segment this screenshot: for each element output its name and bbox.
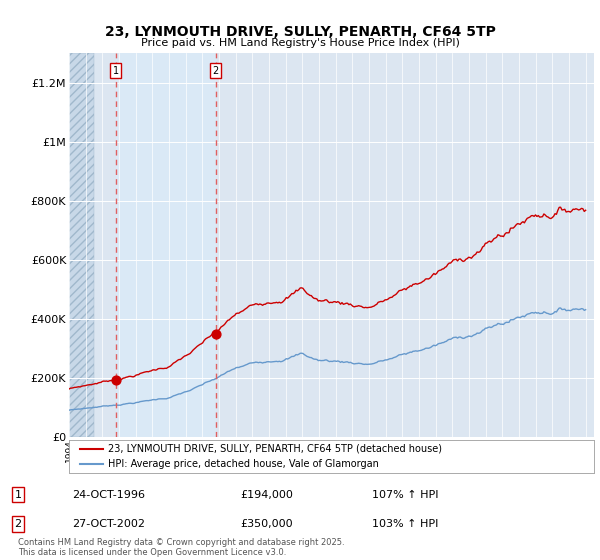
- Text: £350,000: £350,000: [240, 519, 293, 529]
- Text: 107% ↑ HPI: 107% ↑ HPI: [372, 489, 439, 500]
- Text: 1: 1: [113, 66, 119, 76]
- Text: 23, LYNMOUTH DRIVE, SULLY, PENARTH, CF64 5TP: 23, LYNMOUTH DRIVE, SULLY, PENARTH, CF64…: [104, 25, 496, 39]
- Text: 27-OCT-2002: 27-OCT-2002: [72, 519, 145, 529]
- Text: 2: 2: [213, 66, 219, 76]
- Text: Price paid vs. HM Land Registry's House Price Index (HPI): Price paid vs. HM Land Registry's House …: [140, 38, 460, 48]
- Text: 23, LYNMOUTH DRIVE, SULLY, PENARTH, CF64 5TP (detached house): 23, LYNMOUTH DRIVE, SULLY, PENARTH, CF64…: [109, 444, 442, 454]
- Text: £194,000: £194,000: [240, 489, 293, 500]
- Text: 1: 1: [14, 489, 22, 500]
- Text: 24-OCT-1996: 24-OCT-1996: [72, 489, 145, 500]
- Text: 2: 2: [14, 519, 22, 529]
- Point: [211, 329, 221, 338]
- Text: HPI: Average price, detached house, Vale of Glamorgan: HPI: Average price, detached house, Vale…: [109, 459, 379, 469]
- Text: 103% ↑ HPI: 103% ↑ HPI: [372, 519, 439, 529]
- Text: Contains HM Land Registry data © Crown copyright and database right 2025.
This d: Contains HM Land Registry data © Crown c…: [18, 538, 344, 557]
- Point: [111, 375, 121, 384]
